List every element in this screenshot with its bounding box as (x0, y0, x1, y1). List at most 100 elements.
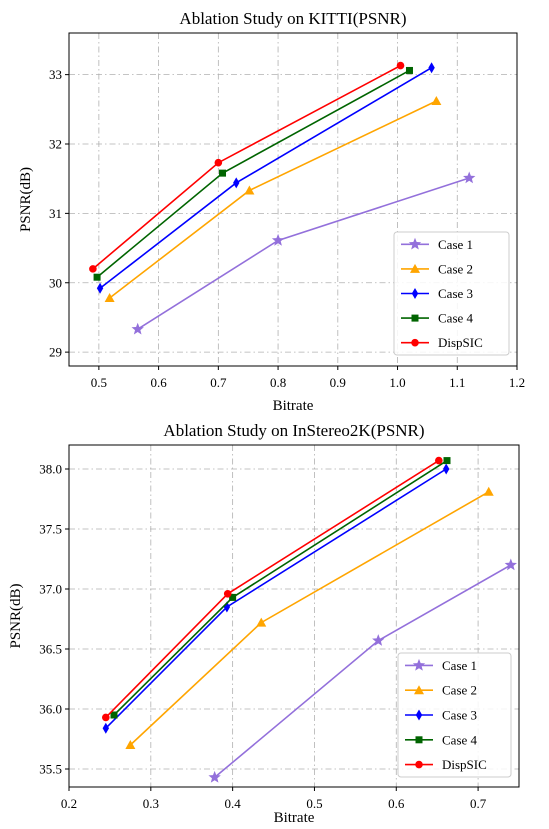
series-case-2 (104, 95, 442, 303)
x-tick-label: 0.7 (470, 796, 487, 811)
legend-marker (411, 338, 419, 347)
legend-marker (408, 237, 422, 250)
x-tick-label: 0.5 (306, 796, 322, 811)
chart-title: Ablation Study on InStereo2K(PSNR) (163, 421, 424, 440)
legend-item: Case 3 (405, 708, 477, 723)
legend-marker (411, 288, 419, 299)
legend-label: Case 3 (438, 286, 473, 301)
legend-item: Case 4 (405, 732, 478, 747)
legend-item: Case 1 (401, 237, 473, 252)
legend-marker (415, 760, 423, 769)
x-tick-label: 1.0 (389, 375, 405, 390)
x-axis-label: Bitrate (274, 810, 315, 826)
x-tick-label: 1.2 (509, 375, 525, 390)
legend-marker (411, 314, 419, 322)
data-point (256, 617, 267, 627)
y-tick-label: 33 (49, 67, 62, 82)
y-tick-label: 38.0 (39, 462, 62, 477)
data-point (223, 590, 232, 598)
legend: Case 1 Case 2 Case 3 Case 4 DispSIC (397, 652, 512, 778)
y-axis-label: PSNR(dB) (18, 167, 34, 232)
plot-frame (68, 32, 518, 367)
legend-marker (414, 685, 424, 695)
data-point (208, 770, 221, 783)
data-point (372, 634, 385, 646)
data-point (93, 273, 101, 281)
series-line (99, 67, 432, 289)
y-tick-label: 37.0 (39, 582, 62, 597)
legend-marker (415, 709, 423, 721)
legend-box (397, 652, 512, 778)
data-point (271, 233, 285, 246)
y-tick-label: 37.5 (39, 522, 62, 537)
series-line (113, 459, 448, 716)
x-tick-label: 1.1 (449, 375, 465, 390)
legend-item: DispSIC (401, 335, 483, 350)
legend-label: DispSIC (442, 757, 487, 772)
legend-marker (410, 263, 420, 273)
data-point (110, 711, 118, 719)
series-dispsic (89, 61, 405, 273)
data-point (428, 62, 435, 74)
data-point (96, 282, 104, 294)
x-tick-label: 0.3 (143, 796, 159, 811)
series-dispsic (102, 456, 443, 722)
x-axis-label: Bitrate (273, 398, 314, 414)
legend-label: Case 4 (442, 732, 478, 747)
data-point (504, 558, 517, 571)
series-line (96, 69, 410, 278)
data-point (442, 463, 450, 475)
plot-frame (68, 444, 520, 788)
series-case-1 (208, 558, 517, 783)
legend-item: DispSIC (405, 757, 487, 772)
legend-label: DispSIC (438, 335, 483, 350)
legend-label: Case 3 (442, 708, 477, 723)
x-tick-label: 0.9 (330, 375, 346, 390)
legend-label: Case 1 (442, 658, 477, 673)
data-point (102, 722, 110, 734)
data-point (89, 265, 97, 273)
x-tick-label: 0.2 (61, 796, 77, 811)
legend-item: Case 3 (401, 286, 473, 301)
legend-item: Case 2 (401, 261, 473, 276)
legend-label: Case 2 (442, 683, 477, 698)
data-point (219, 169, 227, 177)
legend-item: Case 2 (405, 683, 477, 698)
legend-marker (415, 736, 423, 744)
x-tick-label: 0.8 (270, 375, 286, 390)
data-point (435, 456, 443, 465)
data-point (102, 713, 110, 722)
legend-label: Case 4 (438, 311, 474, 326)
data-point (405, 66, 413, 74)
data-point (214, 158, 223, 167)
chart-kitti: Ablation Study on KITTI(PSNR) 0.5 0.6 0.7 0.… (18, 9, 525, 414)
y-tick-label: 30 (49, 275, 62, 290)
data-point (223, 601, 231, 613)
data-point (483, 486, 494, 496)
data-point (463, 171, 476, 184)
legend-item: Case 4 (401, 311, 474, 326)
x-tick-label: 0.6 (150, 375, 167, 390)
data-point (396, 61, 405, 70)
x-tick-label: 0.4 (225, 796, 242, 811)
y-tick-label: 36.5 (39, 642, 62, 657)
legend: Case 1 Case 2 Case 3 Case 4 DispSIC (393, 231, 510, 356)
y-tick-label: 29 (49, 345, 62, 360)
data-point (125, 740, 136, 749)
series-case-1 (131, 171, 476, 335)
x-tick-label: 0.6 (388, 796, 405, 811)
legend-marker (412, 658, 426, 671)
data-point (443, 457, 451, 465)
legend-label: Case 1 (438, 237, 473, 252)
y-axis-label: PSNR(dB) (8, 583, 24, 648)
data-point (104, 293, 115, 303)
series-case-3 (102, 463, 450, 734)
y-tick-label: 31 (49, 206, 62, 221)
series-line (92, 64, 401, 270)
legend-item: Case 1 (405, 658, 477, 673)
x-tick-label: 0.7 (210, 375, 227, 390)
y-tick-label: 32 (49, 137, 62, 152)
chart-title: Ablation Study on KITTI(PSNR) (179, 9, 406, 28)
series-case-2 (125, 486, 494, 749)
